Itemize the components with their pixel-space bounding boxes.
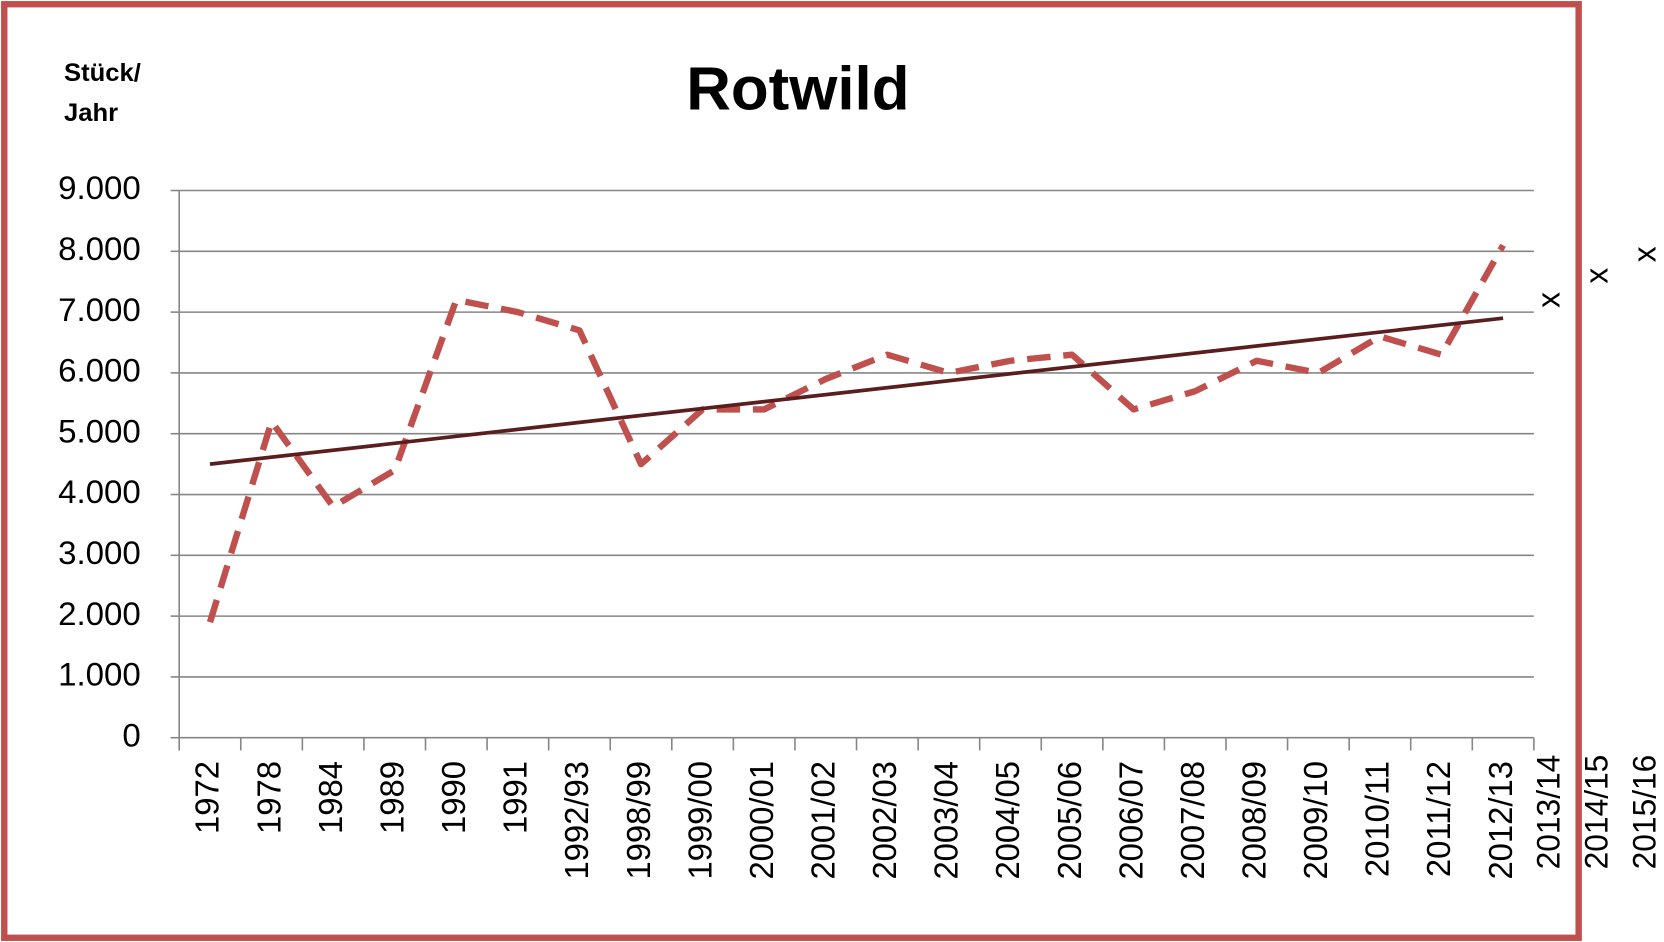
x-tick-label: 2009/10	[1297, 761, 1334, 880]
x-tick-label: 2012/13	[1482, 761, 1519, 880]
x-tick-label: 2005/06	[1051, 761, 1088, 880]
x-tick-label: 2008/09	[1235, 761, 1272, 880]
x-tick-label: 1991	[496, 761, 533, 834]
x-tick-label: 2011/12	[1420, 761, 1457, 877]
annotation-label: 2014/15	[1578, 755, 1614, 870]
annotation-marker: x	[1578, 268, 1614, 284]
x-tick-label: 2000/01	[743, 761, 780, 880]
y-tick-label: 7.000	[58, 291, 141, 328]
y-tick-label: 3.000	[58, 534, 141, 571]
y-tick-label: 5.000	[58, 413, 141, 450]
annotation-marker: x	[1626, 246, 1662, 262]
trend-line	[209, 316, 1504, 466]
y-tick-label: 9.000	[58, 169, 141, 206]
x-tick-label: 1999/00	[681, 761, 718, 880]
x-tick-label: 1998/99	[620, 761, 657, 880]
x-tick-label: 1992/93	[558, 761, 595, 880]
y-tick-label: 4.000	[58, 473, 141, 510]
x-tick-label: 1978	[250, 761, 287, 834]
x-tick-label: 2007/08	[1174, 761, 1211, 880]
chart-frame	[1, 1, 1582, 941]
y-axis-label: Stück/	[64, 59, 141, 87]
x-tick-label: 1990	[435, 761, 472, 834]
x-tick-label: 1972	[189, 761, 226, 834]
y-tick-label: 1.000	[58, 656, 141, 693]
x-tick-label: 2004/05	[989, 761, 1026, 880]
x-tick-label: 1984	[312, 761, 349, 834]
x-tick-label: 1989	[373, 761, 410, 834]
y-tick-label: 8.000	[58, 230, 141, 267]
x-tick-label: 2001/02	[804, 761, 841, 880]
x-tick-label: 2006/07	[1112, 761, 1149, 880]
y-tick-label: 6.000	[58, 352, 141, 389]
chart-title: Rotwild	[686, 55, 909, 124]
annotation-label: 2013/14	[1530, 755, 1566, 870]
y-tick-label: 2.000	[58, 595, 141, 632]
x-tick-label: 2003/04	[928, 761, 965, 880]
data-line	[206, 243, 1506, 624]
x-tick-label: 2002/03	[866, 761, 903, 880]
annotation-marker: x	[1530, 292, 1566, 308]
x-tick-label: 2010/11	[1359, 761, 1396, 877]
y-axis-label: Jahr	[64, 99, 118, 127]
annotation-label: 2015/16	[1626, 755, 1662, 870]
y-tick-label: 0	[122, 717, 140, 754]
